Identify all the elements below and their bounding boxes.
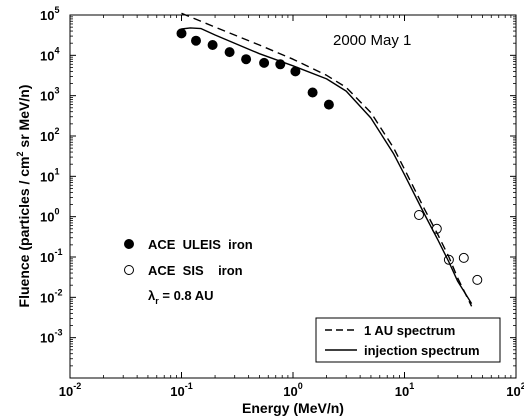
y-tick-label: 10-2 (40, 287, 62, 305)
sis-data-point (472, 274, 483, 285)
uleis-data-point (176, 28, 187, 39)
uleis-data-point (207, 40, 218, 50)
sis-data-point (458, 252, 469, 263)
series-injection-spectrum-line (181, 27, 473, 304)
y-tick-label: 102 (40, 126, 59, 144)
x-axis-title: Energy (MeV/n) (242, 400, 344, 416)
sis-data-point (414, 210, 424, 220)
legend-label-uleis: ACE ULEIS iron (148, 237, 253, 252)
x-axis-ticks: 10-2 10-1 100 101 102 (59, 15, 524, 399)
lambda-subscript: r (155, 296, 159, 306)
legend-marker-sis (124, 265, 134, 275)
chart-marks (176, 12, 483, 307)
x-tick-label: 10-2 (59, 381, 81, 399)
legend-label-injection: injection spectrum (364, 343, 480, 358)
y-tick-label: 101 (40, 166, 59, 184)
uleis-data-point (259, 57, 270, 68)
lambda-annotation: λr = 0.8 AU (148, 288, 214, 306)
line-legend-box (315, 317, 501, 363)
y-axis-title-sup: 2 (15, 151, 25, 156)
y-axis-ticks: 10-3 10-2 10-1 100 101 102 103 104 105 (40, 5, 516, 367)
y-tick-label: 105 (40, 5, 59, 23)
marker-legend: ACE ULEIS iron ACE SIS iron λr = 0.8 AU (124, 237, 253, 306)
uleis-data-point (191, 35, 201, 46)
legend-marker-uleis (124, 239, 134, 249)
x-tick-label: 102 (506, 381, 524, 399)
y-tick-label: 104 (40, 45, 59, 63)
y-axis-title-suffix: sr MeV/n) (16, 85, 32, 152)
line-legend: 1 AU spectrum injection spectrum (315, 317, 501, 363)
y-tick-label: 10-1 (40, 247, 62, 265)
y-axis-title-prefix: Fluence (particles / cm (16, 156, 32, 307)
uleis-data-point (307, 87, 318, 98)
uleis-data-point (323, 99, 334, 110)
legend-label-sis: ACE SIS iron (148, 263, 243, 278)
y-tick-label: 103 (40, 86, 59, 104)
x-tick-label: 101 (395, 381, 414, 399)
x-tick-label: 100 (283, 381, 302, 399)
lambda-symbol: λ (148, 288, 156, 303)
uleis-data-point (241, 54, 252, 65)
x-tick-label: 10-1 (170, 381, 192, 399)
date-annotation: 2000 May 1 (333, 32, 411, 49)
y-tick-label: 100 (40, 207, 59, 225)
y-axis-title: Fluence (particles / cm2 sr MeV/n) (15, 85, 32, 308)
y-tick-label: 10-3 (40, 328, 62, 346)
uleis-data-point (224, 47, 235, 58)
lambda-value: = 0.8 AU (159, 288, 214, 303)
series-1au-spectrum-line (181, 12, 473, 307)
legend-label-1au: 1 AU spectrum (364, 323, 455, 338)
